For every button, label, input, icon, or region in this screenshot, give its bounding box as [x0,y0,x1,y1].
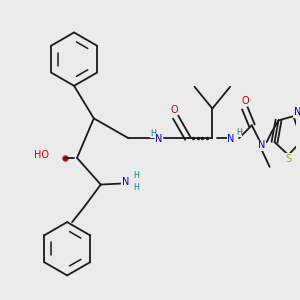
Text: S: S [285,154,292,164]
Text: N: N [122,177,129,187]
Text: N: N [227,134,235,144]
Text: O: O [170,104,178,115]
Text: H: H [236,128,242,137]
Text: H: H [134,171,139,180]
Text: H: H [150,129,156,138]
Text: N: N [258,140,266,150]
Text: H: H [134,183,139,192]
Text: N: N [294,107,300,118]
Text: O: O [241,96,249,106]
Text: HO: HO [34,150,50,160]
Text: N: N [155,134,163,144]
